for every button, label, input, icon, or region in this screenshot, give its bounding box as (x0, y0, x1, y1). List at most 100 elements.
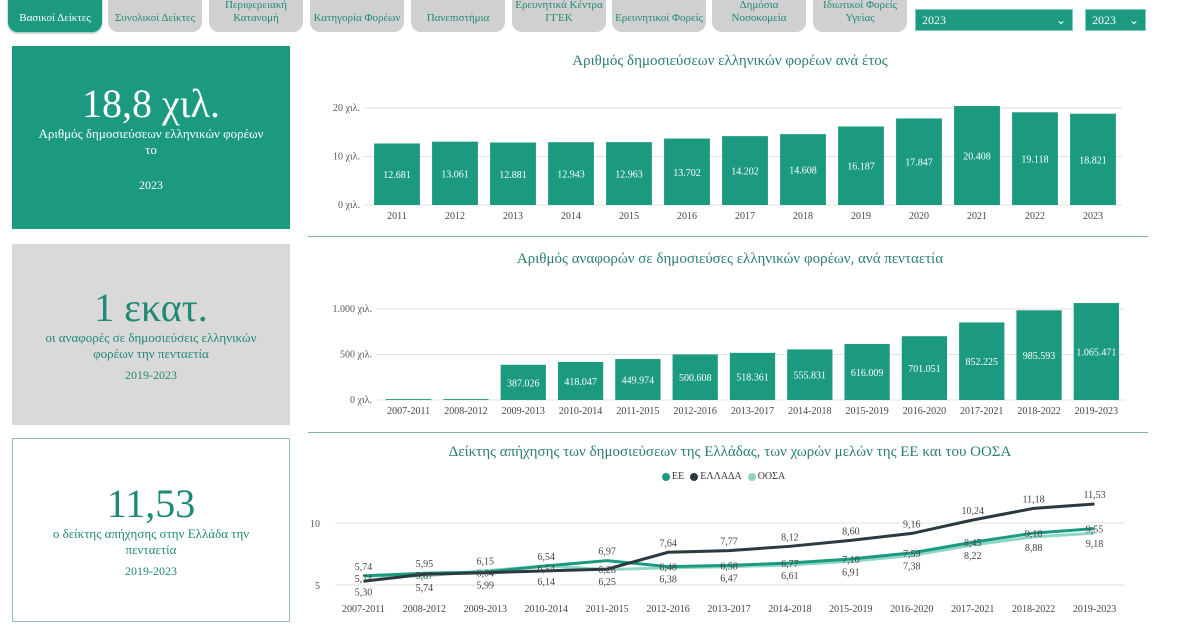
data-label-oecd: 6,15 (477, 557, 495, 568)
bar (557, 361, 604, 400)
data-label-oecd: 8,88 (1025, 543, 1043, 554)
tab-universities[interactable]: Πανεπιστήμια (411, 0, 505, 32)
tab-total-indicators[interactable]: Συνολικοί Δείκτες (108, 0, 202, 32)
bar-value-label: 418.047 (564, 377, 597, 388)
citations-label: οι αναφορές σε δημοσιεύσεις ελληνικών φο… (45, 330, 257, 361)
citations-chart-title: Αριθμός αναφορών σε δημοσιεύσες ελληνικώ… (516, 251, 944, 267)
data-label-greece: 8,12 (781, 532, 799, 543)
data-label-oecd: 5,74 (416, 583, 434, 594)
year-to-value: 2023 (1092, 12, 1116, 27)
x-tick-label: 2019-2023 (1073, 604, 1116, 615)
bar-value-label: 500.608 (679, 373, 712, 384)
x-tick-label: 2011-2015 (586, 604, 629, 615)
bar (386, 399, 432, 400)
tab-private-health[interactable]: Ιδιωτικοί Φορείς Υγείας (813, 0, 907, 32)
x-tick-label: 2011-2015 (616, 406, 659, 417)
data-label-greece: 9,16 (903, 519, 921, 530)
impact-card: 11,53 ο δείκτης απήχησης στην Ελλάδα την… (12, 438, 290, 622)
x-tick-label: 2014 (561, 211, 581, 222)
bar (896, 118, 942, 205)
divider (308, 236, 1148, 237)
data-label-greece: 5,87 (416, 571, 434, 582)
tab-basic-indicators[interactable]: Βασικοί Δείκτες (8, 0, 102, 32)
bar (959, 322, 1005, 400)
legend-item-oecd[interactable]: ΟΟΣΑ (747, 471, 786, 482)
x-tick-label: 2008-2012 (444, 406, 487, 417)
bar-value-label: 12.943 (557, 170, 585, 181)
bar-value-label: 449.974 (622, 376, 655, 387)
bar-value-label: 20.408 (963, 152, 991, 163)
bar-value-label: 616.009 (851, 368, 884, 379)
chevron-down-icon: ⌄ (1128, 12, 1139, 27)
data-label-oecd: 5,74 (355, 574, 373, 585)
chevron-down-icon: ⌄ (1055, 12, 1066, 27)
tab-label: Περιφερειακή Κατανομή (224, 0, 288, 24)
publications-year: 2023 (139, 178, 163, 192)
tab-label: Κατηγορία Φορέων (313, 12, 401, 24)
x-tick-label: 2009-2013 (464, 604, 507, 615)
impact-chart-title: Δείκτης απήχησης των δημοσιεύσεων της Ελ… (448, 444, 1012, 460)
x-tick-label: 2017 (735, 211, 755, 222)
x-tick-label: 2017-2021 (951, 604, 994, 615)
legend-item-ee[interactable]: ΕΕ (662, 471, 684, 482)
bar-value-label: 17.847 (905, 158, 933, 169)
bar (664, 138, 710, 205)
bar-value-label: 18.821 (1079, 155, 1107, 166)
x-tick-label: 2014-2018 (788, 406, 831, 417)
x-tick-label: 2016-2020 (903, 406, 946, 417)
x-tick-label: 2018 (793, 211, 813, 222)
tab-institution-category[interactable]: Κατηγορία Φορέων (310, 0, 404, 32)
bar (844, 343, 890, 400)
legend-item-greece[interactable]: ΕΛΛΑΔΑ (690, 471, 742, 482)
data-label-greece: 8,60 (842, 526, 860, 537)
citations-period: 2019-2023 (125, 368, 177, 382)
legend-dot-icon (662, 472, 670, 481)
data-label-ee: 7,10 (842, 555, 860, 566)
data-label-ee: 6,04 (477, 569, 495, 580)
y-tick-label: 500 χιλ. (340, 350, 372, 361)
bar-value-label: 14.608 (789, 166, 817, 177)
bar-value-label: 852.225 (965, 357, 998, 368)
bar-value-label: 555.831 (794, 371, 827, 382)
tab-research-centers[interactable]: Ερευνητικά Κέντρα ΓΓΕΚ (512, 0, 606, 32)
y-tick-label: 10 χιλ. (333, 152, 360, 163)
data-label-greece: 10,24 (961, 506, 984, 517)
x-tick-label: 2010-2014 (559, 406, 602, 417)
x-tick-label: 2015 (619, 211, 639, 222)
x-tick-label: 2016 (677, 211, 697, 222)
y-tick-label: 0 χιλ. (350, 395, 372, 406)
bar (729, 352, 776, 400)
line-series-greece (363, 502, 1095, 583)
x-tick-label: 2012-2016 (674, 406, 717, 417)
tab-research-bodies[interactable]: Ερευνητικοί Φορείς (612, 0, 706, 32)
year-from-dropdown[interactable]: 2023 ⌄ (915, 9, 1073, 31)
x-tick-label: 2011 (387, 211, 407, 222)
year-to-dropdown[interactable]: 2023 ⌄ (1085, 9, 1146, 31)
year-from-value: 2023 (922, 12, 946, 27)
x-tick-label: 2022 (1025, 211, 1045, 222)
x-tick-label: 2019 (851, 211, 871, 222)
impact-value: 11,53 (106, 480, 196, 526)
bar (838, 126, 884, 205)
x-tick-label: 2008-2012 (403, 604, 446, 615)
data-label-greece: 7,64 (659, 538, 677, 549)
data-label-greece: 11,53 (1083, 490, 1105, 501)
tab-regional-distribution[interactable]: Περιφερειακή Κατανομή (209, 0, 303, 32)
data-label-oecd: 8,22 (964, 551, 982, 562)
data-label-greece: 11,18 (1023, 494, 1045, 505)
bar (1012, 112, 1058, 205)
data-label-ee: 6,58 (720, 561, 738, 572)
data-label-oecd: 6,25 (598, 577, 616, 588)
data-label-greece: 5,99 (477, 581, 495, 592)
legend-label: ΟΟΣΑ (757, 471, 786, 482)
tab-public-hospitals[interactable]: Δημόσια Νοσοκομεία (712, 0, 806, 32)
bar-value-label: 1.065.471 (1076, 348, 1116, 359)
bar (1073, 303, 1119, 400)
tab-label: Βασικοί Δείκτες (19, 12, 91, 24)
bar (787, 349, 833, 400)
x-tick-label: 2018-2022 (1017, 406, 1060, 417)
x-tick-label: 2018-2022 (1012, 604, 1055, 615)
bar (374, 143, 420, 205)
bar (432, 141, 478, 205)
